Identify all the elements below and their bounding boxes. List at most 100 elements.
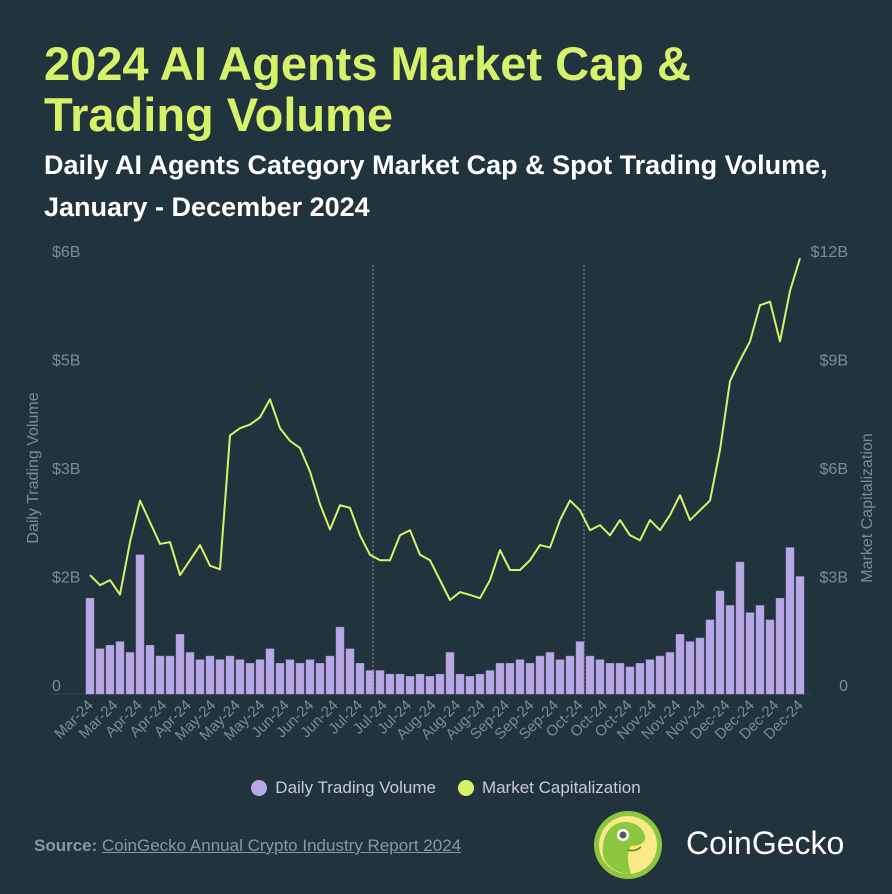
volume-bar [175,634,185,695]
y-axis-label-right: Market Capitalization [859,433,876,582]
volume-bar [245,663,255,695]
legend-item-volume[interactable]: Daily Trading Volume [251,778,436,798]
volume-bar [565,655,575,695]
volume-bar [345,648,355,695]
volume-bar [575,641,585,695]
volume-bar [105,644,115,695]
volume-bar [435,673,445,695]
volume-bar [155,655,165,695]
volume-bar [485,670,495,695]
volume-bar [425,676,435,695]
volume-bar [265,648,275,695]
volume-bar [745,612,755,695]
volume-bar [365,670,375,695]
volume-bar [85,597,95,695]
volume-bar [405,676,415,695]
volume-bar [235,659,245,695]
volume-bar [725,605,735,695]
y-tick-right: $6B [820,461,848,478]
chart-subtitle: Daily AI Agents Category Market Cap & Sp… [44,150,828,222]
chart: 0$2B$3B$5B$6B0$3B$6B$9B$12BMar-24Mar-24A… [25,244,876,744]
source: Source: CoinGecko Annual Crypto Industry… [34,836,461,856]
volume-bar [325,655,335,695]
volume-bar [685,641,695,695]
volume-bar [205,655,215,695]
volume-bar [675,634,685,695]
volume-bar [445,652,455,695]
volume-bar [185,652,195,695]
volume-bar [375,670,385,695]
volume-bar [315,663,325,695]
volume-bar [755,605,765,695]
volume-bar [195,659,205,695]
source-link[interactable]: CoinGecko Annual Crypto Industry Report … [102,836,462,855]
volume-bar [605,663,615,695]
volume-bar [255,659,265,695]
volume-bar [795,576,805,695]
volume-bar [505,663,515,695]
y-tick-left: 0 [52,678,61,695]
volume-bar [395,673,405,695]
volume-bar [115,641,125,695]
y-axis-label-left: Daily Trading Volume [25,392,42,543]
volume-bar [785,547,795,695]
volume-bar [585,655,595,695]
volume-bar [495,663,505,695]
volume-swatch [251,780,268,796]
volume-bar [465,676,475,695]
volume-bar [775,597,785,695]
volume-bar [665,652,675,695]
source-label: Source: [34,836,98,855]
market-cap-swatch [457,780,474,796]
legend-label: Market Capitalization [481,778,641,797]
y-tick-right: 0 [839,678,848,695]
legend-item-market-cap[interactable]: Market Capitalization [457,778,641,798]
volume-bar [275,663,285,695]
volume-bar [595,659,605,695]
y-tick-left: $5B [52,353,80,370]
volume-bar [455,673,465,695]
volume-bar [415,673,425,695]
volume-bar [765,619,775,695]
volume-bar [95,648,105,695]
volume-bar [295,663,305,695]
coingecko-logo-icon [594,811,662,879]
volume-bar [655,655,665,695]
volume-bar [615,663,625,695]
y-tick-right: $9B [820,353,848,370]
volume-bar [285,659,295,695]
volume-bar [145,644,155,695]
volume-bar [355,663,365,695]
volume-bar [305,659,315,695]
brand-name: CoinGecko [686,825,845,861]
volume-bar [705,619,715,695]
volume-bar [635,663,645,695]
volume-bar [165,655,175,695]
volume-bar [695,637,705,695]
volume-bar [545,652,555,695]
volume-bar [385,673,395,695]
y-tick-left: $3B [52,461,80,478]
volume-bar [645,659,655,695]
volume-bar [715,590,725,695]
volume-bar [135,554,145,695]
market-cap-line [89,257,801,602]
y-tick-left: $6B [52,244,80,261]
volume-bar [525,663,535,695]
y-tick-right: $12B [811,244,848,261]
y-tick-right: $3B [820,570,848,587]
volume-bar [625,666,635,695]
volume-bar [515,659,525,695]
volume-bar [335,626,345,695]
volume-bar [555,659,565,695]
volume-bar [215,659,225,695]
volume-bar [535,655,545,695]
chart-title: 2024 AI Agents Market Cap & Trading Volu… [44,37,691,141]
legend: Daily Trading Volume Market Capitalizati… [0,778,892,798]
legend-label: Daily Trading Volume [275,778,436,797]
volume-bar [735,561,745,695]
y-tick-left: $2B [52,570,80,587]
volume-bar [475,673,485,695]
volume-bar [225,655,235,695]
volume-bar [125,652,135,695]
